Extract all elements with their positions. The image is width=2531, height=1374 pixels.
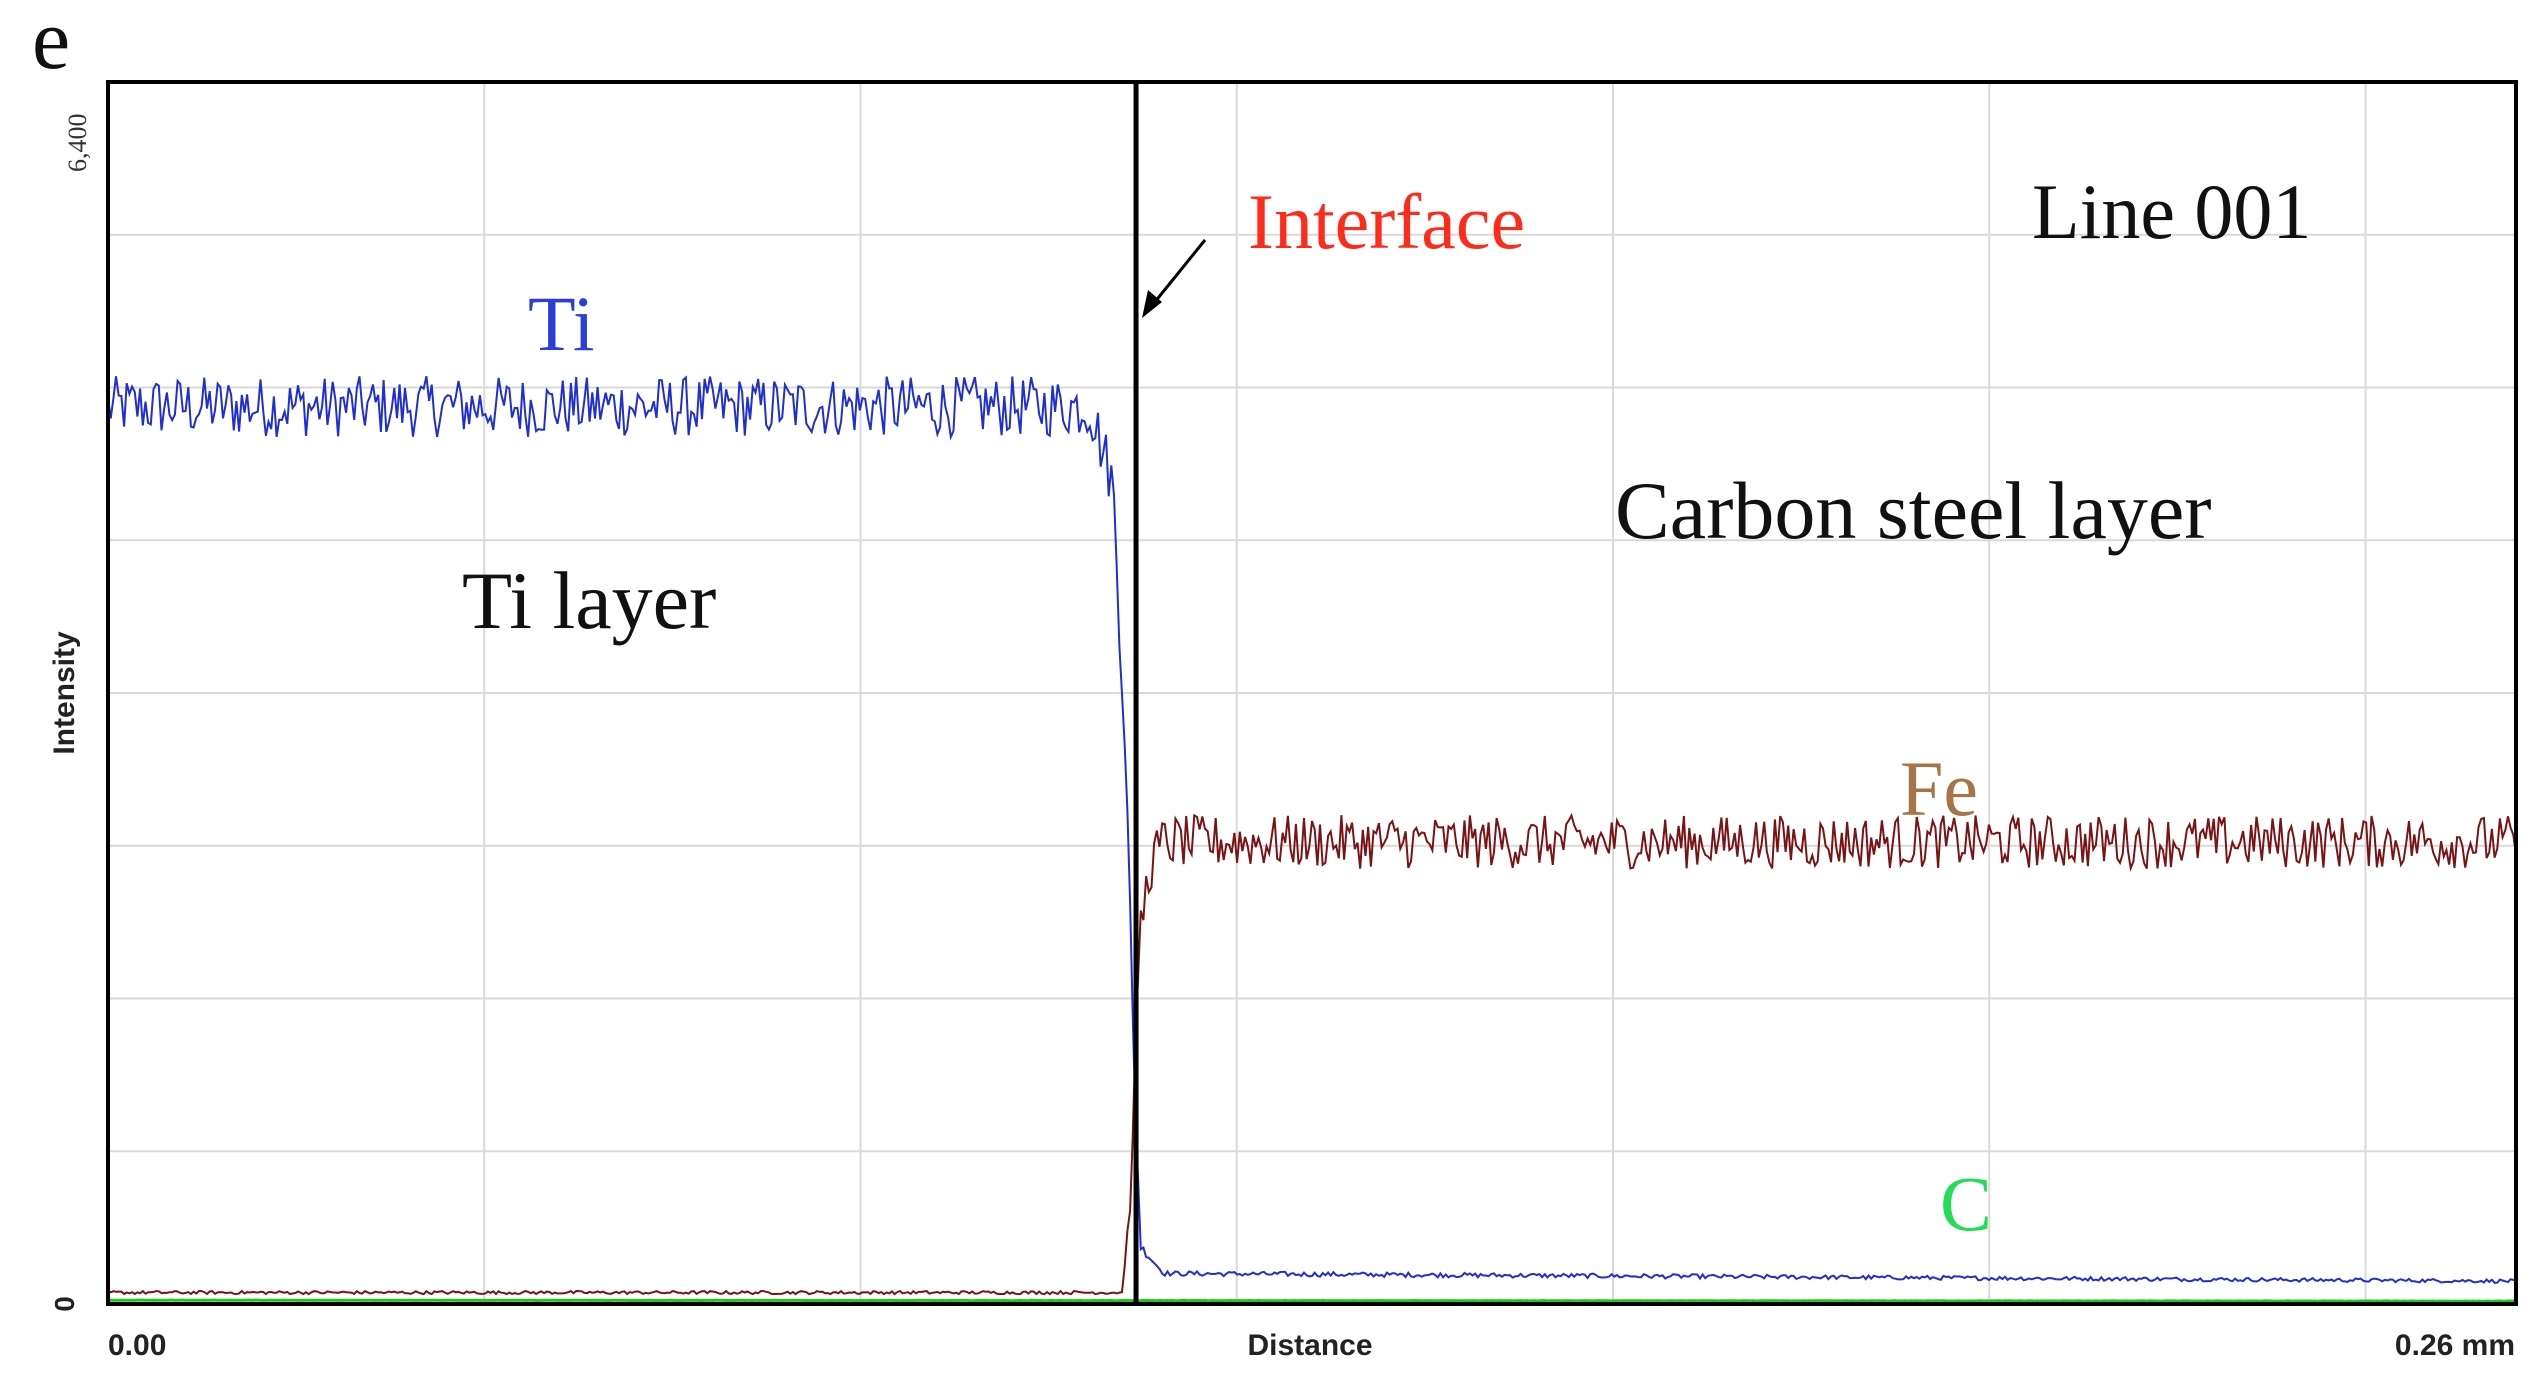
interface-arrow-shaft bbox=[1148, 239, 1207, 309]
series-line-fe bbox=[107, 812, 2517, 1296]
annotation-ti-layer: Ti layer bbox=[462, 555, 716, 646]
plot-frame bbox=[106, 80, 2518, 1306]
series-lines bbox=[107, 375, 2517, 1303]
x-tick-label-start: 0.00 bbox=[108, 1329, 166, 1362]
x-tick-label-end: 0.26 mm bbox=[2395, 1329, 2515, 1362]
series-label-fe: Fe bbox=[1900, 745, 1978, 832]
annotation-steel-layer: Carbon steel layer bbox=[1615, 465, 2212, 556]
y-tick-label-zero: 0 bbox=[49, 1296, 80, 1312]
x-axis-label: Distance bbox=[1247, 1329, 1372, 1362]
grid-lines bbox=[108, 82, 2516, 1304]
annotation-interface: Interface bbox=[1248, 178, 1525, 265]
series-line-ti bbox=[107, 375, 2517, 1284]
series-label-ti: Ti bbox=[528, 280, 595, 367]
series-line-c bbox=[108, 1298, 2516, 1303]
panel-label: e bbox=[32, 0, 70, 87]
y-tick-label-max: 6,400 bbox=[63, 114, 92, 173]
series-label-c: C bbox=[1940, 1160, 1992, 1247]
interface-arrow-head bbox=[1142, 290, 1162, 318]
annotation-line-id: Line 001 bbox=[2032, 168, 2311, 255]
y-axis-label: Intensity bbox=[48, 631, 81, 755]
